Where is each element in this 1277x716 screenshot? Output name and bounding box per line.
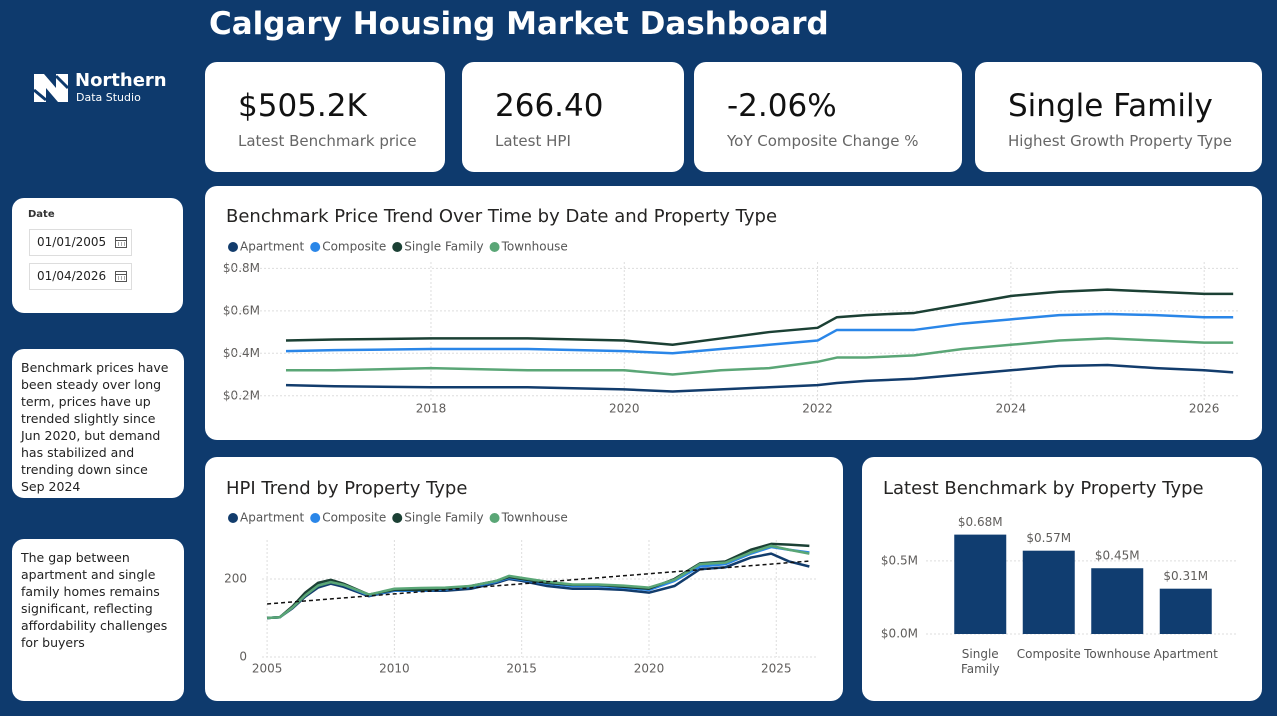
chart-title: Latest Benchmark by Property Type <box>883 478 1204 499</box>
bar <box>1159 588 1212 634</box>
kpi-card: Single Family Highest Growth Property Ty… <box>975 62 1262 172</box>
chart-card <box>205 186 1262 440</box>
kpi-label: Latest HPI <box>495 132 571 150</box>
legend-marker <box>489 242 500 252</box>
bar <box>1022 550 1075 634</box>
note-card: Benchmark prices have been steady over l… <box>12 349 184 498</box>
note-card: The gap between apartment and single fam… <box>12 539 184 701</box>
kpi-card: -2.06% YoY Composite Change % <box>694 62 962 172</box>
legend-label: Single Family <box>404 511 483 525</box>
x-tick-label: Townhouse <box>1084 647 1151 661</box>
series-line <box>267 544 810 620</box>
x-tick-label: Composite <box>1016 647 1081 661</box>
legend-marker <box>228 513 238 523</box>
legend-label: Apartment <box>240 240 304 254</box>
x-tick-label: 2018 <box>416 402 447 416</box>
bar-value-label: $0.68M <box>958 515 1003 529</box>
kpi-label: YoY Composite Change % <box>727 132 919 150</box>
calendar-icon <box>115 237 127 248</box>
kpi-value: 266.40 <box>495 88 604 124</box>
date-start-text: 01/01/2005 <box>37 235 107 249</box>
bar <box>954 534 1007 634</box>
x-tick-label: 2015 <box>506 662 537 676</box>
note-text: Benchmark prices have been steady over l… <box>21 360 169 494</box>
legend-marker <box>310 242 321 252</box>
calendar-icon <box>115 271 127 282</box>
x-tick-label: 2022 <box>802 402 833 416</box>
legend-label: Townhouse <box>501 511 568 525</box>
note-text: The gap between apartment and single fam… <box>21 550 168 650</box>
bar-value-label: $0.57M <box>1026 531 1071 545</box>
legend-label: Composite <box>322 511 386 525</box>
y-tick-label: $0.5M <box>881 553 918 567</box>
y-tick-label: $0.0M <box>881 627 918 641</box>
dashboard-title: Calgary Housing Market Dashboard <box>209 6 829 42</box>
kpi-label: Highest Growth Property Type <box>1008 132 1232 150</box>
date-start[interactable]: 01/01/2005 <box>29 229 132 256</box>
x-tick-label: 2010 <box>379 662 410 676</box>
kpi-card: $505.2K Latest Benchmark price <box>205 62 445 172</box>
x-tick-label: Apartment <box>1153 647 1218 661</box>
x-tick-label: 2020 <box>609 402 640 416</box>
logo-subtitle: Data Studio <box>76 91 141 104</box>
logo-name: Northern <box>75 70 167 91</box>
legend-label: Apartment <box>240 511 304 525</box>
x-tick-label: Single Family <box>960 647 1000 676</box>
kpi-value: $505.2K <box>238 88 367 124</box>
x-tick-label: 2020 <box>634 662 665 676</box>
x-tick-label: 2024 <box>996 402 1027 416</box>
kpi-label: Latest Benchmark price <box>238 132 417 150</box>
logo-icon <box>33 74 70 102</box>
y-tick-label: 0 <box>239 650 247 664</box>
legend-label: Townhouse <box>501 240 568 254</box>
legend-marker <box>489 513 500 523</box>
legend-marker <box>228 242 238 252</box>
logo: Northern Data Studio <box>32 70 172 110</box>
date-filter: Date 01/01/2005 01/04/2026 <box>12 198 183 313</box>
chart-title: HPI Trend by Property Type <box>226 478 467 499</box>
x-tick-label: 2025 <box>761 662 792 676</box>
series-line <box>285 312 1234 355</box>
kpi-value: -2.06% <box>727 88 837 124</box>
date-end[interactable]: 01/04/2026 <box>29 263 132 290</box>
legend-marker <box>392 513 403 523</box>
kpi-value: Single Family <box>1008 88 1213 124</box>
kpi-card: 266.40 Latest HPI <box>462 62 684 172</box>
bar <box>1091 568 1144 634</box>
bar-value-label: $0.31M <box>1163 569 1208 583</box>
series-line <box>285 288 1234 347</box>
y-tick-label: 200 <box>224 572 247 586</box>
chart-title: Benchmark Price Trend Over Time by Date … <box>226 206 777 227</box>
x-tick-label: 2005 <box>252 662 283 676</box>
filter-label: Date <box>28 209 55 220</box>
legend-label: Single Family <box>404 240 483 254</box>
x-tick-label: 2026 <box>1189 402 1220 416</box>
legend-label: Composite <box>322 240 386 254</box>
series-line <box>285 363 1234 393</box>
series-line <box>285 337 1234 376</box>
date-end-text: 01/04/2026 <box>37 269 107 283</box>
bar-value-label: $0.45M <box>1095 549 1140 563</box>
legend-marker <box>310 513 321 523</box>
legend-marker <box>392 242 403 252</box>
